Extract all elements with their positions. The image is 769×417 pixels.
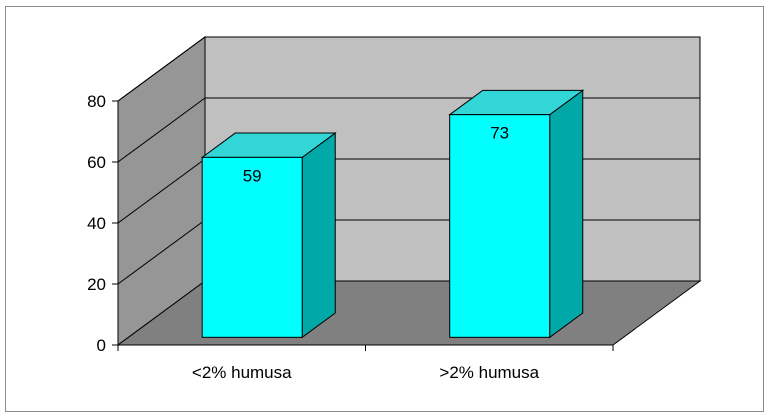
data-label: 59 xyxy=(243,166,262,185)
bar-front-face xyxy=(449,114,551,338)
gridline xyxy=(117,36,700,102)
bars: 59 73 xyxy=(200,89,585,339)
bar: 73 xyxy=(448,89,585,339)
y-axis: 0 20 40 60 80 xyxy=(87,92,119,355)
y-tick-label: 40 xyxy=(87,214,106,233)
bar-side-face xyxy=(301,132,336,339)
x-tick-label: >2% humusa xyxy=(439,363,539,382)
y-tick-label: 0 xyxy=(97,336,106,355)
data-label: 73 xyxy=(490,124,509,143)
bar: 59 xyxy=(200,132,337,339)
y-tick-label: 80 xyxy=(87,92,106,111)
bar-side-face xyxy=(549,89,584,339)
y-tick-label: 20 xyxy=(87,275,106,294)
bar-front-face xyxy=(201,156,303,338)
x-axis: <2% humusa >2% humusa xyxy=(117,344,614,382)
y-tick-label: 60 xyxy=(87,153,106,172)
x-tick-label: <2% humusa xyxy=(192,363,292,382)
